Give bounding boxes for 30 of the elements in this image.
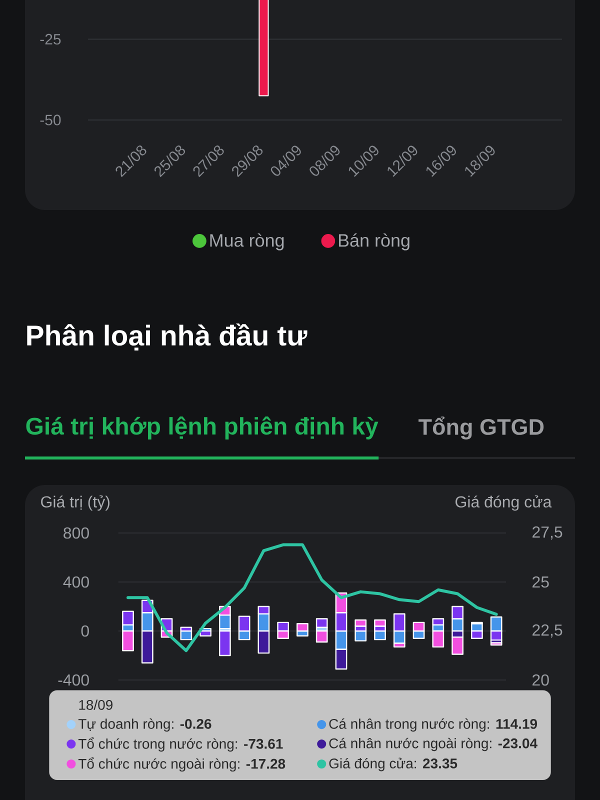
legend-label: Cá nhân trong nước ròng: 114.19 [329, 718, 538, 732]
legend-label: Giá đóng cửa: 23.35 [329, 758, 458, 772]
bar [490, 642, 502, 646]
legend-label: Mua ròng [210, 233, 284, 250]
bar [316, 630, 328, 643]
legend-label: Bán ròng [338, 233, 410, 250]
y-axis-title: Giá trị (tỷ) [41, 495, 110, 511]
y-tick-label: 0 [81, 625, 89, 637]
y-tick-label: -25 [40, 34, 61, 45]
bar [200, 630, 212, 636]
y2-tick-label: 27,5 [532, 526, 562, 540]
bar [316, 618, 328, 628]
chart-title: Phân loại nhà đầu tư [27, 323, 308, 351]
text: Tổng GTGD [418, 416, 544, 440]
bar [354, 630, 367, 642]
chart-subtitle: Giá trị khớp lệnh phiên định kỳ [26, 416, 378, 440]
y2-tick-label: 25 [532, 576, 549, 588]
line-series [126, 543, 498, 652]
legend-label: Tổ chức trong nước ròng: -73.61 [78, 737, 283, 752]
legend-title: 18/09 [79, 700, 112, 710]
y-tick-label: -400 [58, 674, 89, 686]
y-tick-label: 800 [64, 527, 89, 539]
y2-tick-label: 20 [532, 674, 549, 686]
y-tick-label: -50 [40, 114, 61, 126]
y2-axis-title: Giá đóng cửa [456, 495, 552, 511]
legend-label: Cá nhân nước ngoài ròng: -23.04 [329, 738, 538, 752]
y2-tick-label: 22,5 [532, 624, 562, 638]
y-tick-label: 400 [63, 576, 89, 588]
legend-label: Tổ chức nước ngoài ròng: -17.28 [78, 757, 286, 772]
legend-label: Tự doanh ròng: -0.26 [78, 718, 212, 732]
